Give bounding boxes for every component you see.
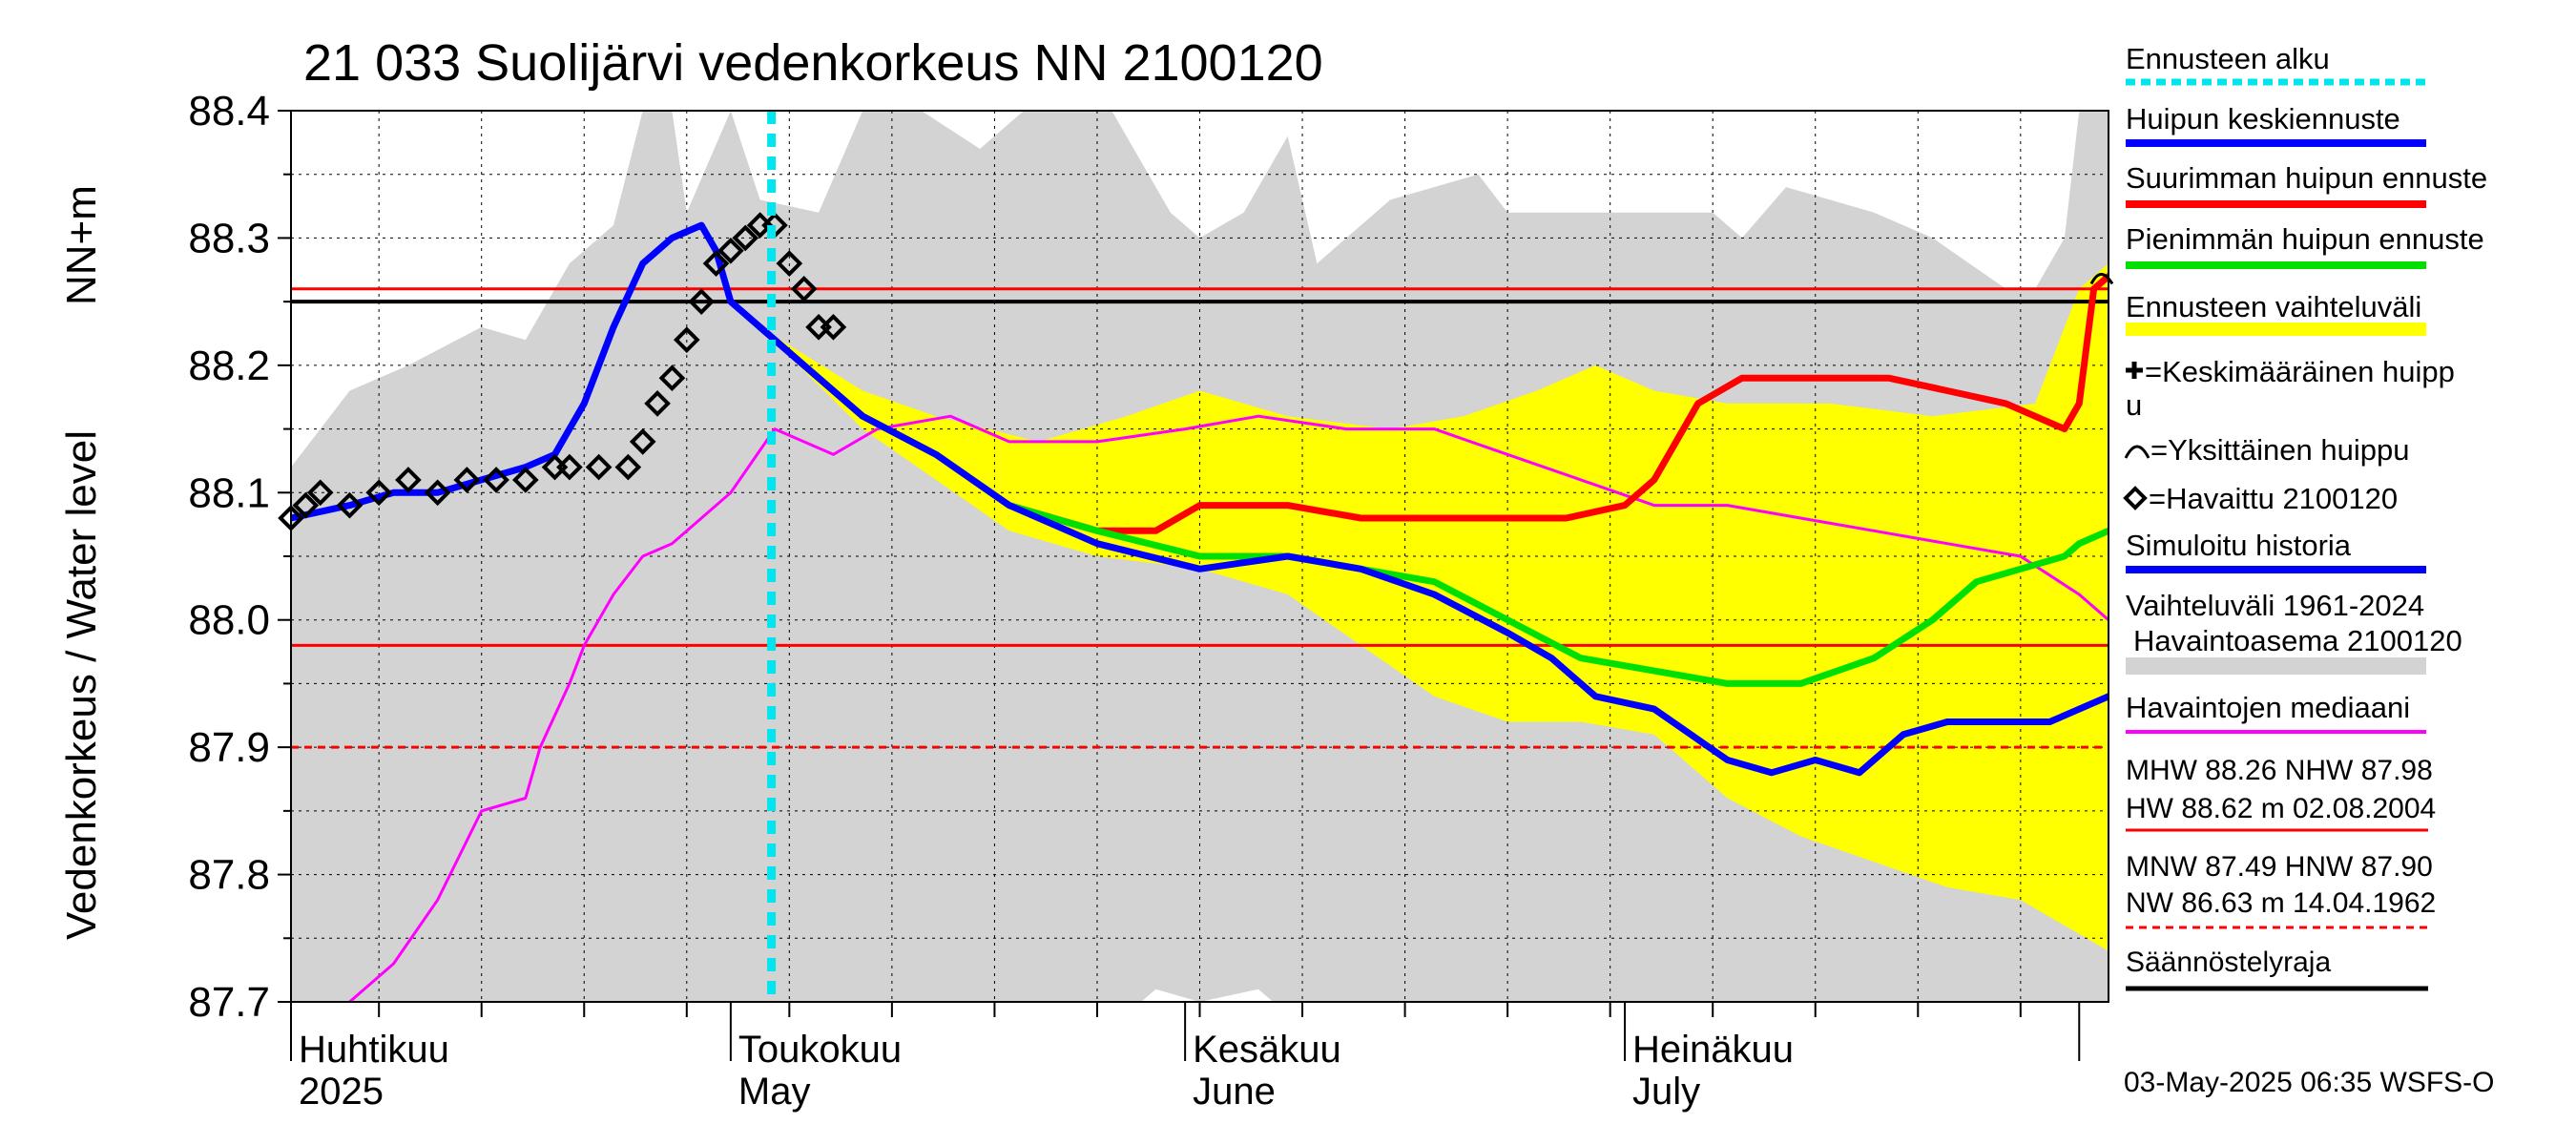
y-tick-label: 87.8 [188,852,270,899]
legend: Ennusteen alku Huipun keskiennuste Suurimm… [2123,42,2487,734]
observed-point [658,364,686,392]
observed-point [306,479,334,507]
series-lines [291,221,2109,1002]
y-tick-label: 88.1 [188,469,270,516]
month-label-fi: Kesäkuu [1193,1029,1341,1071]
reference-lines [291,287,2109,749]
observed-point [790,275,818,302]
observed-point [629,428,656,455]
observed-point [585,453,613,481]
legend-item-1: Huipun keskiennuste [2126,102,2400,135]
series-havaintojen-mediaani [348,414,2109,1002]
stats-line-2: HW 88.62 m 02.08.2004 [2126,793,2436,824]
legend-item-7: =Havaittu 2100120 [2149,482,2398,515]
observed-point [688,288,715,315]
legend-item-9-cont: Havaintoasema 2100120 [2133,624,2462,657]
y-tick-label: 88.0 [188,597,270,644]
chart-title: 21 033 Suolijärvi vedenkorkeus NN 210012… [303,34,1323,92]
observed-point [395,467,422,493]
legend-item-8: Simuloitu historia [2126,529,2352,562]
forecast-range-area [759,263,2109,951]
observed-point [453,467,481,493]
legend-arc-symbol [2124,445,2150,459]
y-tick-label: 88.2 [188,343,270,389]
month-label-en: June [1193,1071,1276,1113]
observed-point [673,326,700,353]
legend-plus-symbol [2126,362,2143,379]
month-label-en: May [738,1071,811,1113]
y-tick-label: 88.4 [188,88,270,135]
legend-item-5-cont: u [2126,388,2142,422]
forecast-range-band [759,263,2109,951]
observed-point [732,224,759,252]
month-label-fi: Toukokuu [738,1029,902,1071]
legend-item-3: Pienimmän huipun ennuste [2126,222,2484,256]
observed-point [292,491,320,519]
series-pienimm-n-huipun-ennuste [757,323,2109,687]
grid [291,111,2109,1002]
single-peak-marker [2089,272,2114,285]
stats-line-5: Säännöstelyraja [2126,947,2331,978]
observed-point [511,467,539,493]
legend-item-2: Suurimman huipun ennuste [2126,161,2487,195]
observed-point [424,479,451,507]
stats-line-1: MHW 88.26 NHW 87.98 [2126,755,2433,786]
observed-point [483,467,509,493]
observed-point [614,453,642,481]
observed-point [717,237,744,264]
y-axis-unit: NN+m [58,185,105,305]
stats-line-4: NW 86.63 m 14.04.1962 [2126,887,2436,919]
observed-point [336,491,364,519]
month-label-fi: Huhtikuu [299,1029,449,1071]
legend-item-10: Havaintojen mediaani [2126,691,2410,724]
y-tick-labels: 88.4 88.3 88.2 88.1 88.0 87.9 87.8 87.7 [188,88,291,1026]
observed-point [702,250,730,277]
y-axis-label: Vedenkorkeus / Water level [58,430,105,940]
legend-diamond-symbol [2123,486,2148,510]
legend-item-0: Ennusteen alku [2126,42,2330,75]
legend-item-6: =Yksittäinen huippu [2150,433,2409,467]
observed-markers [278,212,2114,531]
series-simuloitu-historia [291,221,2109,777]
y-tick-label: 87.7 [188,979,270,1026]
legend-item-9: Vaihteluväli 1961-2024 [2126,589,2424,622]
statistics-box: MHW 88.26 NHW 87.98 HW 88.62 m 02.08.200… [2126,755,2436,991]
month-label-en: July [1632,1071,1700,1113]
observed-point [820,314,847,341]
observed-point [644,390,671,417]
legend-item-4: Ennusteen vaihteluväli [2126,290,2421,323]
stats-line-3: MNW 87.49 HNW 87.90 [2126,851,2433,883]
month-label-en: 2025 [299,1071,384,1113]
timestamp-footer: 03-May-2025 06:35 WSFS-O [2124,1067,2495,1098]
legend-item-5: =Keskimääräinen huipp [2145,355,2455,388]
observed-point [776,250,803,277]
observed-point [556,453,583,481]
month-label-fi: Heinäkuu [1632,1029,1794,1071]
y-tick-label: 88.3 [188,215,270,261]
observed-point [365,479,393,507]
y-tick-label: 87.9 [188,724,270,771]
